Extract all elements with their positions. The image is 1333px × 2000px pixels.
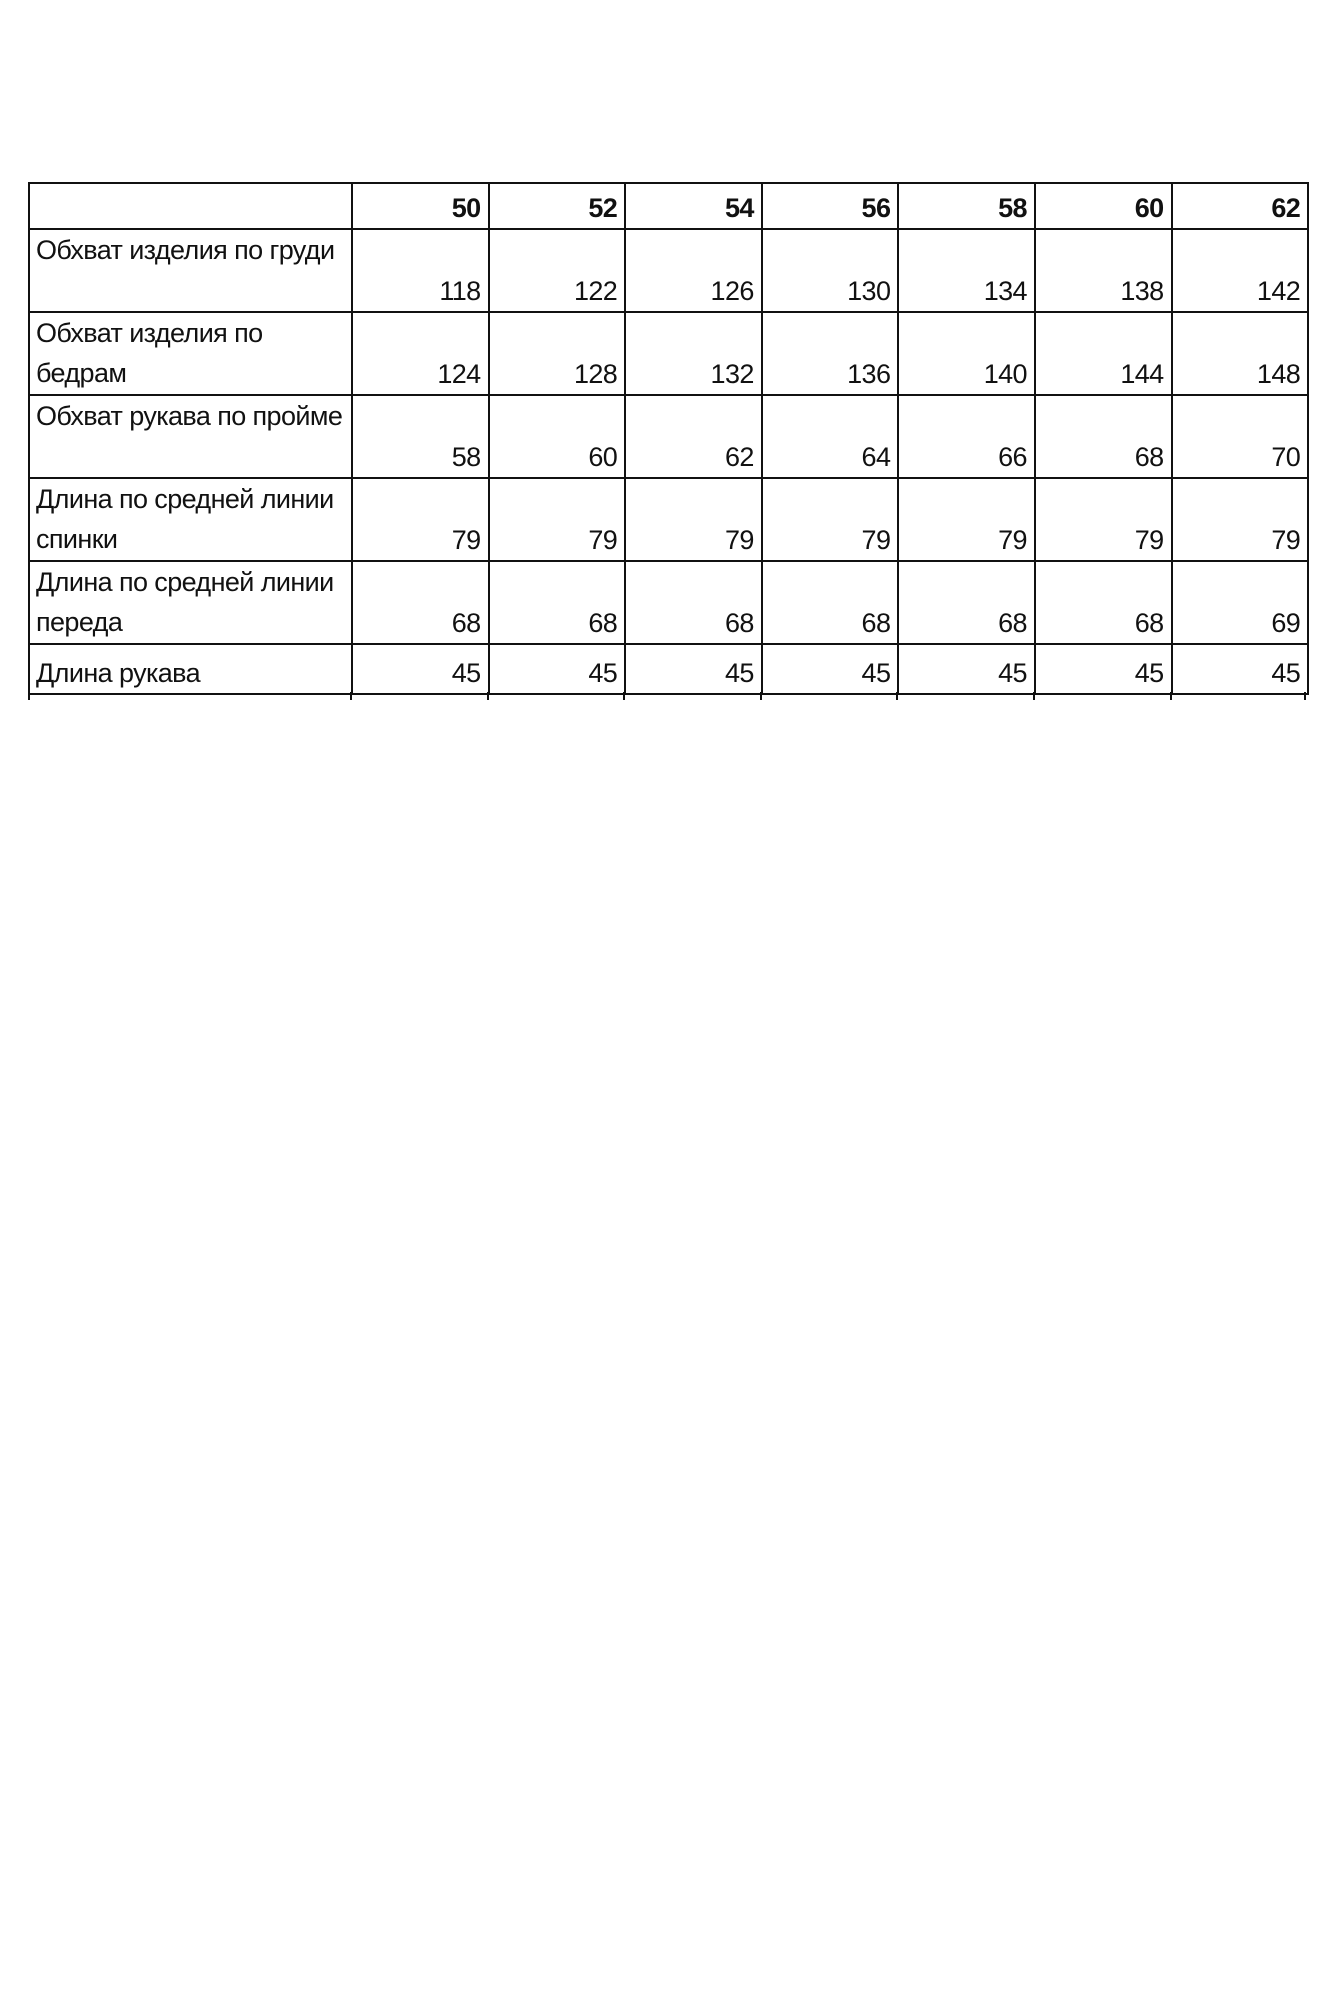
size-chart-table: 50 52 54 56 58 60 62 Обхват изделия по груди 118… bbox=[28, 182, 1310, 695]
size-header-cell: 56 bbox=[760, 182, 900, 230]
grid-line-tail bbox=[896, 692, 898, 700]
measurement-label: Длина по средней линии переда bbox=[28, 560, 353, 645]
grid-line-tail bbox=[28, 692, 30, 700]
measurement-value: 45 bbox=[487, 643, 627, 695]
measurement-value: 132 bbox=[624, 311, 763, 396]
measurement-value: 58 bbox=[351, 394, 490, 479]
grid-line-tail bbox=[760, 692, 762, 700]
measurement-label: Обхват рукава по пройме bbox=[28, 394, 353, 479]
measurement-value: 128 bbox=[487, 311, 627, 396]
measurement-value: 79 bbox=[1033, 477, 1173, 562]
measurement-value: 68 bbox=[351, 560, 490, 645]
size-header-cell: 50 bbox=[351, 182, 490, 230]
measurement-value: 68 bbox=[624, 560, 763, 645]
measurement-value: 60 bbox=[487, 394, 627, 479]
measurement-value: 138 bbox=[1033, 228, 1173, 313]
measurement-value: 68 bbox=[760, 560, 900, 645]
measurement-value: 79 bbox=[1170, 477, 1310, 562]
measurement-value: 62 bbox=[624, 394, 763, 479]
measurement-value: 45 bbox=[1033, 643, 1173, 695]
table-row: Длина по средней линии спинки 79 79 79 79 79 7… bbox=[28, 477, 1310, 562]
measurement-value: 70 bbox=[1170, 394, 1310, 479]
measurement-value: 142 bbox=[1170, 228, 1310, 313]
grid-line-tail bbox=[1033, 692, 1035, 700]
table-row: Длина по средней линии переда 68 68 68 68 68 6… bbox=[28, 560, 1310, 645]
grid-line-tail bbox=[623, 692, 625, 700]
size-header-cell: 54 bbox=[624, 182, 763, 230]
measurement-value: 136 bbox=[760, 311, 900, 396]
measurement-value: 79 bbox=[760, 477, 900, 562]
grid-line-tail bbox=[1304, 692, 1306, 700]
measurement-value: 79 bbox=[487, 477, 627, 562]
header-row: 50 52 54 56 58 60 62 bbox=[28, 182, 1310, 230]
table-row: Обхват изделия по груди 118 122 126 130 134 13… bbox=[28, 228, 1310, 313]
size-header-cell: 60 bbox=[1033, 182, 1173, 230]
measurement-label: Длина рукава bbox=[28, 643, 353, 695]
measurement-value: 69 bbox=[1170, 560, 1310, 645]
measurement-label: Обхват изделия по груди bbox=[28, 228, 353, 313]
measurement-value: 126 bbox=[624, 228, 763, 313]
measurement-value: 64 bbox=[760, 394, 900, 479]
table-row: Обхват изделия по бедрам 124 128 132 136 140 1… bbox=[28, 311, 1310, 396]
measurement-label: Обхват изделия по бедрам bbox=[28, 311, 353, 396]
measurement-value: 45 bbox=[760, 643, 900, 695]
size-header-cell: 62 bbox=[1170, 182, 1310, 230]
measurement-value: 68 bbox=[487, 560, 627, 645]
measurement-value: 66 bbox=[897, 394, 1036, 479]
measurement-value: 45 bbox=[897, 643, 1036, 695]
measurement-value: 144 bbox=[1033, 311, 1173, 396]
header-corner-cell bbox=[28, 182, 353, 230]
measurement-value: 79 bbox=[351, 477, 490, 562]
measurement-value: 45 bbox=[624, 643, 763, 695]
measurement-value: 124 bbox=[351, 311, 490, 396]
measurement-value: 118 bbox=[351, 228, 490, 313]
size-header-cell: 52 bbox=[487, 182, 627, 230]
measurement-value: 68 bbox=[1033, 560, 1173, 645]
measurement-value: 68 bbox=[897, 560, 1036, 645]
measurement-value: 45 bbox=[351, 643, 490, 695]
measurement-label: Длина по средней линии спинки bbox=[28, 477, 353, 562]
measurement-value: 79 bbox=[897, 477, 1036, 562]
grid-line-tail bbox=[487, 692, 489, 700]
grid-line-tail bbox=[350, 692, 352, 700]
grid-line-tail bbox=[1170, 692, 1172, 700]
measurement-value: 140 bbox=[897, 311, 1036, 396]
measurement-value: 134 bbox=[897, 228, 1036, 313]
table-row: Длина рукава 45 45 45 45 45 45 45 bbox=[28, 643, 1310, 695]
measurement-value: 148 bbox=[1170, 311, 1310, 396]
table-row: Обхват рукава по пройме 58 60 62 64 66 68 70 bbox=[28, 394, 1310, 479]
measurement-value: 122 bbox=[487, 228, 627, 313]
measurement-value: 45 bbox=[1170, 643, 1310, 695]
size-header-cell: 58 bbox=[897, 182, 1036, 230]
measurement-value: 68 bbox=[1033, 394, 1173, 479]
measurement-value: 130 bbox=[760, 228, 900, 313]
measurement-value: 79 bbox=[624, 477, 763, 562]
